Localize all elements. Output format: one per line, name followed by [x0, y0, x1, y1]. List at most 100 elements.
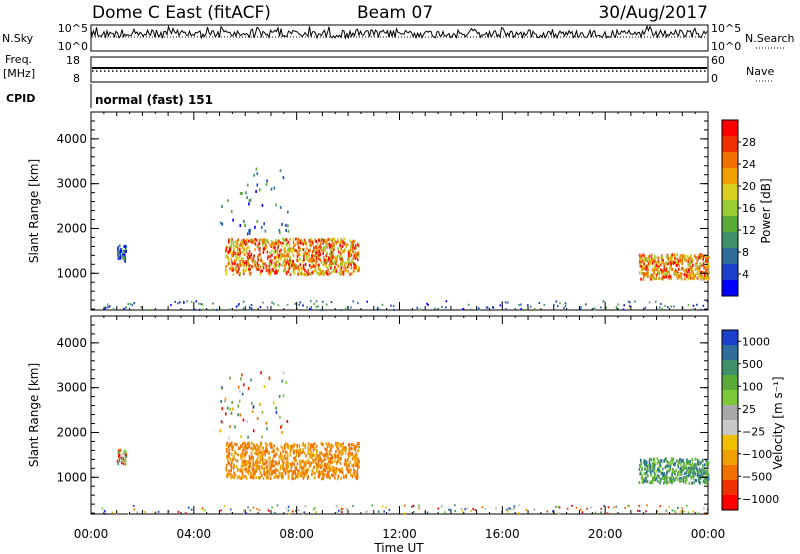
- echo-cell: [232, 218, 234, 222]
- echo-cell: [339, 255, 341, 259]
- echo-cell: [120, 249, 122, 253]
- echo-cell: [236, 270, 238, 274]
- echo-cell: [298, 444, 301, 448]
- echo-cell: [704, 481, 706, 485]
- y-tick-label: 1000: [56, 266, 87, 280]
- echo-cell: [676, 270, 678, 273]
- echo-cell: [225, 270, 228, 274]
- echo-cell: [413, 510, 415, 513]
- echo-cell: [282, 475, 284, 479]
- echo-cell: [685, 504, 688, 507]
- echo-cell: [334, 472, 337, 476]
- echo-cell: [271, 464, 274, 468]
- echo-cell: [529, 305, 532, 308]
- echo-cell: [325, 270, 328, 273]
- echo-cell: [297, 451, 300, 455]
- echo-cell: [690, 464, 692, 468]
- echo-cell: [640, 264, 642, 268]
- echo-cell: [234, 259, 236, 263]
- echo-cell: [649, 463, 651, 467]
- echo-cell: [350, 306, 352, 309]
- echo-cell: [351, 443, 354, 446]
- echo-cell: [333, 245, 335, 249]
- echo-cell: [289, 453, 292, 457]
- echo-cell: [664, 477, 667, 481]
- echo-cell: [341, 471, 344, 475]
- echo-cell: [357, 457, 359, 461]
- echo-cell: [705, 274, 708, 277]
- echo-cell: [242, 300, 245, 303]
- echo-cell: [350, 443, 353, 446]
- echo-cell: [229, 376, 231, 380]
- echo-cell: [268, 263, 271, 267]
- echo-cell: [265, 269, 268, 273]
- colorbar-swatch: [722, 248, 738, 265]
- echo-cell: [315, 452, 318, 456]
- echo-cell: [123, 452, 126, 456]
- echo-cell: [259, 459, 262, 463]
- echo-cell: [302, 443, 304, 447]
- echo-cell: [320, 458, 323, 462]
- echo-cell: [348, 265, 350, 269]
- echo-cell: [267, 240, 269, 244]
- echo-cell: [242, 238, 245, 242]
- echo-cell: [306, 471, 309, 475]
- echo-cell: [645, 470, 648, 474]
- echo-cell: [648, 301, 651, 304]
- echo-cell: [348, 447, 351, 451]
- echo-cell: [286, 455, 289, 459]
- echo-cell: [328, 462, 331, 466]
- echo-cell: [351, 447, 353, 451]
- echo-cell: [557, 505, 560, 508]
- echo-cell: [311, 260, 314, 264]
- echo-cell: [322, 239, 325, 242]
- echo-cell: [228, 455, 230, 459]
- echo-cell: [266, 459, 268, 463]
- echo-cell: [326, 243, 329, 247]
- echo-cell: [508, 507, 510, 510]
- echo-cell: [226, 245, 229, 249]
- echo-cell: [670, 254, 672, 258]
- freq-panel-frame: [90, 56, 709, 83]
- echo-cell: [263, 467, 266, 471]
- echo-cell: [229, 245, 232, 249]
- echo-cell: [321, 464, 324, 468]
- echo-cell: [259, 272, 262, 276]
- echo-cell: [334, 266, 336, 269]
- echo-cell: [340, 309, 343, 312]
- echo-cell: [231, 452, 233, 456]
- echo-cell: [234, 442, 236, 446]
- echo-cell: [340, 271, 342, 275]
- echo-cell: [352, 257, 355, 260]
- echo-cell: [705, 472, 707, 476]
- echo-cell: [270, 239, 273, 243]
- echo-cell: [358, 445, 360, 449]
- echo-cell: [261, 260, 264, 264]
- echo-cell: [470, 510, 472, 512]
- echo-cell: [320, 247, 322, 251]
- echo-cell: [286, 303, 289, 306]
- echo-cell: [283, 238, 285, 242]
- echo-cell: [235, 305, 238, 308]
- echo-cell: [678, 473, 680, 477]
- echo-cell: [235, 465, 238, 468]
- echo-cell: [703, 266, 705, 270]
- echo-cell: [615, 505, 618, 508]
- echo-cell: [298, 269, 301, 273]
- echo-cell: [279, 467, 282, 471]
- echo-cell: [309, 463, 311, 467]
- echo-cell: [698, 459, 700, 463]
- echo-cell: [238, 267, 240, 271]
- echo-cell: [506, 508, 508, 511]
- echo-cell: [312, 461, 314, 464]
- echo-cell: [269, 251, 271, 255]
- echo-cell: [198, 308, 201, 311]
- echo-cell: [228, 451, 231, 455]
- echo-cell: [688, 462, 691, 465]
- echo-cell: [234, 450, 236, 453]
- echo-cell: [329, 469, 331, 473]
- echo-cell: [694, 457, 697, 461]
- echo-cell: [281, 379, 284, 383]
- echo-cell: [296, 451, 298, 455]
